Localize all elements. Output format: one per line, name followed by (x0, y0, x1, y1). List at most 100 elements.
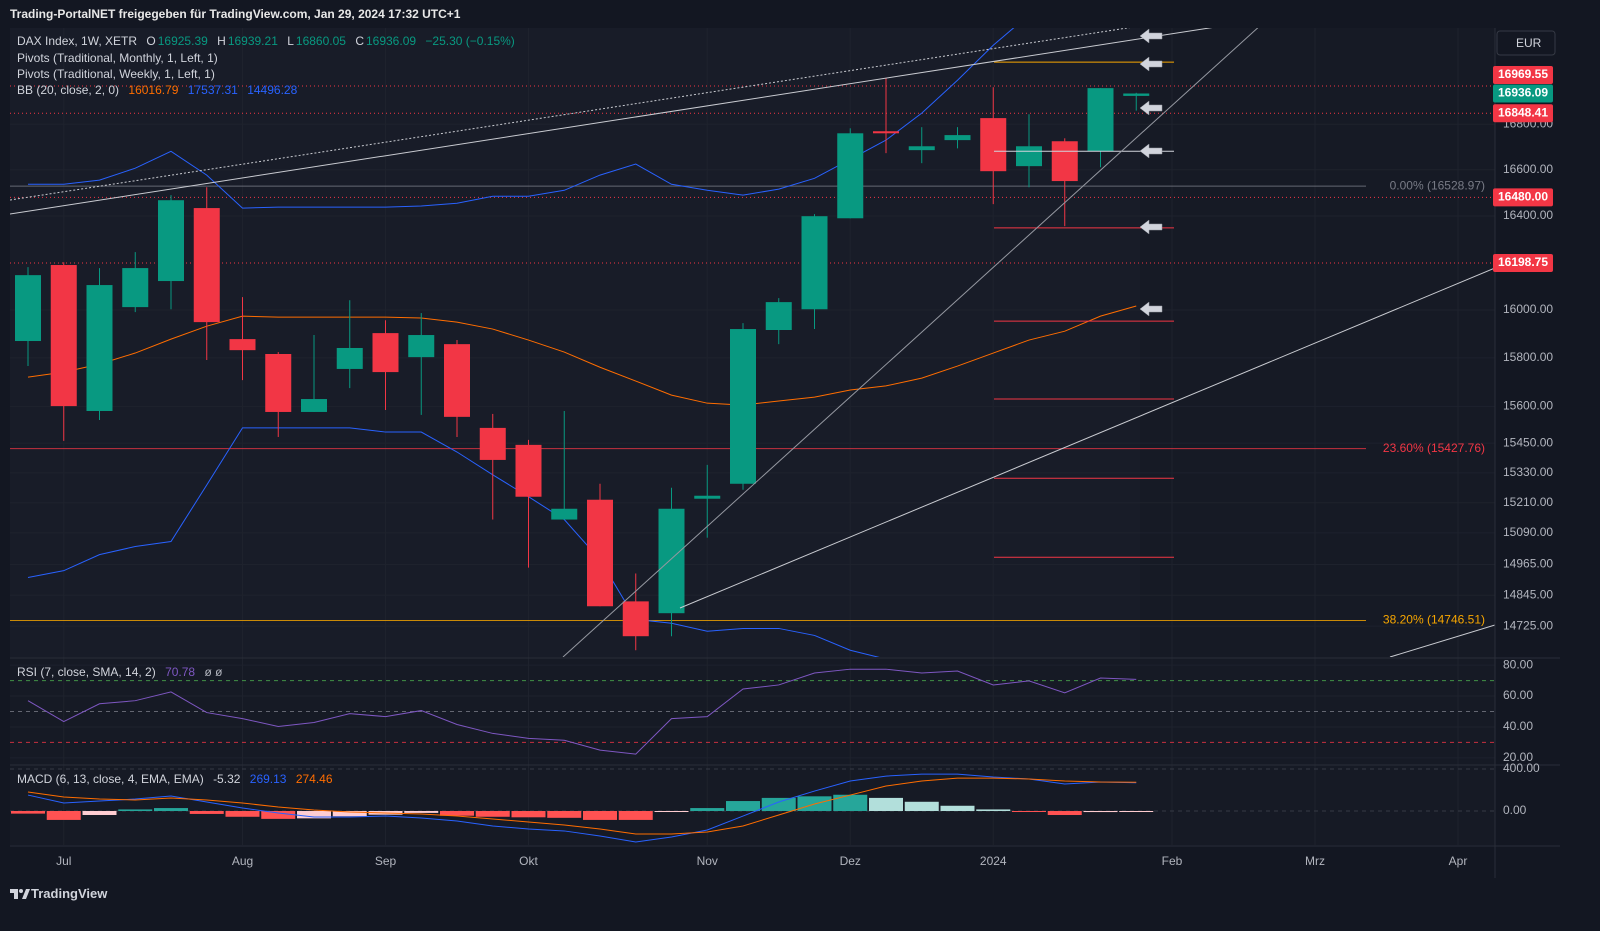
macd-plot (11, 773, 1154, 843)
price-tag: 16936.09 (1498, 86, 1548, 100)
histogram-bar (761, 797, 796, 812)
histogram-bar (583, 811, 617, 820)
candle-body (1087, 88, 1114, 152)
candle-body (658, 508, 685, 614)
fib-label: 23.60% (15427.76) (1383, 441, 1485, 455)
ohlc-open: 16925.39 (157, 34, 208, 48)
macd-hist-value: -5.32 (213, 772, 241, 786)
candle-body (980, 118, 1007, 172)
x-tick-label: Dez (840, 854, 861, 868)
price-tag-bg (1493, 65, 1553, 84)
candle-body (372, 333, 399, 373)
y-tick-label: 20.00 (1503, 750, 1533, 764)
y-tick-label: 15210.00 (1503, 495, 1553, 509)
histogram-bar (940, 805, 975, 812)
series-line (27, 305, 1137, 406)
ohlc-key: C (355, 34, 364, 48)
vertical-grid (63, 28, 1459, 845)
legend-indicator: Pivots (Traditional, Monthly, 1, Left, 1… (17, 51, 220, 65)
indicator: Pivots (Traditional, Monthly, 1, Left, 1… (17, 51, 218, 65)
fib-label: 0.00% (16528.97) (1390, 178, 1485, 192)
histogram-bar (654, 811, 689, 813)
price-tag-bg (1493, 188, 1553, 207)
histogram-bar (297, 811, 331, 819)
histogram-bar (833, 794, 868, 812)
rsi-grid (10, 664, 1495, 759)
candle-body (765, 302, 792, 331)
candle-body (1051, 141, 1078, 182)
histogram-bar (976, 809, 1011, 812)
histogram-bar (82, 811, 117, 815)
ohlc-key: O (146, 34, 156, 48)
histogram-bar (118, 809, 153, 812)
ohlc-key: L (287, 34, 294, 48)
candle-body (622, 601, 649, 637)
price-tag: 16848.41 (1498, 105, 1548, 119)
drawing-tools (10, 28, 1495, 657)
indicator: BB (20, close, 2, 0) (17, 83, 120, 97)
logo-mark (22, 889, 30, 899)
bb-upper: 17537.31 (187, 83, 238, 97)
arrow (1139, 219, 1163, 235)
currency-box (1496, 30, 1556, 56)
x-tick-label: Feb (1162, 854, 1183, 868)
series-line (27, 427, 880, 657)
y-tick-label: 60.00 (1503, 688, 1533, 702)
indicator: Pivots (Traditional, Weekly, 1, Left, 1) (17, 67, 215, 81)
indicator: RSI (7, close, SMA, 14, 2) (17, 665, 156, 679)
histogram-bar (404, 811, 439, 813)
rsi-plot (10, 668, 1495, 755)
rsi-panel (10, 664, 1495, 759)
arrow (1139, 301, 1163, 317)
candle-body (229, 339, 256, 351)
candle-body (587, 499, 613, 607)
header: Trading-PortalNET freigegeben für Tradin… (10, 7, 461, 21)
histogram-bar (690, 808, 725, 812)
y-tick-label: 16000.00 (1503, 302, 1553, 316)
y-tick-label: 14965.00 (1503, 557, 1553, 571)
series-line (27, 773, 1137, 843)
arrow (1139, 28, 1163, 44)
logo-mark (10, 889, 18, 899)
series-line (28, 28, 1015, 209)
legend-indicator: Pivots (Traditional, Weekly, 1, Left, 1) (17, 67, 217, 81)
histogram-bar (1047, 811, 1082, 815)
candle-body (265, 353, 292, 412)
price-tag-bg (1493, 104, 1553, 123)
arrow (1139, 56, 1163, 72)
candle-body (86, 285, 113, 411)
logo-dot (19, 889, 23, 893)
candle-body (1123, 93, 1150, 96)
change: −25.30 (−0.15%) (425, 34, 515, 48)
price-panel: 0.00% (16528.97) 23.60% (15427.76) 38.20% … (10, 28, 1495, 657)
histogram-bar (475, 811, 510, 817)
legend-indicator: BB (20, close, 2, 0) 16016.79 17537.31 1… (17, 83, 299, 97)
logo-icon (10, 889, 30, 899)
price-plot: 0.00% (16528.97) 23.60% (15427.76) 38.20% … (10, 28, 1495, 657)
histogram-bar (11, 811, 45, 814)
x-tick-label: Mrz (1305, 854, 1325, 868)
symbol: DAX Index, 1W, XETR (17, 34, 138, 48)
price-tag: 16198.75 (1498, 255, 1548, 269)
rsi-value: 70.78 (165, 665, 196, 679)
y-tick-label: 15090.00 (1503, 525, 1553, 539)
candle-body (444, 344, 470, 417)
candle-body (408, 335, 435, 358)
histogram-bar (1083, 811, 1118, 813)
separators (10, 28, 1560, 878)
candle-body (50, 265, 77, 407)
y-tick-label: 15450.00 (1503, 435, 1553, 449)
histogram-bar (46, 811, 81, 820)
trend-line (562, 28, 1259, 657)
histogram-bar (869, 797, 903, 812)
legend-rsi: RSI (7, close, SMA, 14, 2) 70.78 ø ø (17, 665, 224, 679)
candle-body (551, 508, 578, 520)
currency: EUR (1516, 36, 1542, 50)
histogram-bar (726, 801, 760, 812)
histogram-bar (904, 801, 939, 812)
histogram-bar (618, 811, 653, 820)
price-tag-bg (1493, 253, 1553, 272)
y-tick-label: 80.00 (1503, 657, 1533, 671)
